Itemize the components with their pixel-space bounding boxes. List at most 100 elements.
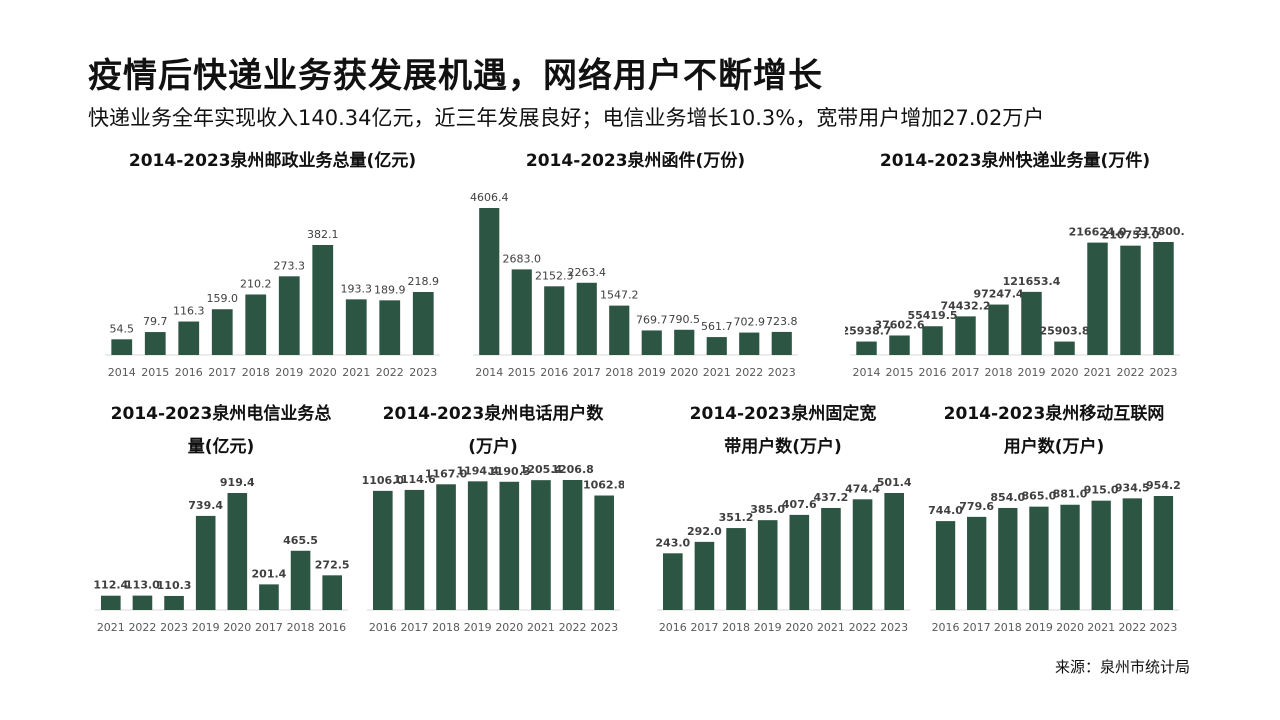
- x-tick-label: 2023: [160, 621, 188, 634]
- x-tick-label: 2021: [817, 621, 845, 634]
- x-tick-label: 2015: [141, 366, 169, 379]
- chart-title: 2014-2023泉州快递业务量(万件): [879, 151, 1151, 171]
- bar-value-label: 561.7: [701, 320, 733, 333]
- x-tick-label: 2023: [880, 621, 908, 634]
- bar: [856, 341, 877, 355]
- bar-value-label: 1206.8: [551, 463, 593, 476]
- x-tick-label: 2020: [670, 366, 698, 379]
- x-tick-label: 2023: [1149, 621, 1177, 634]
- x-tick-label: 2018: [985, 366, 1013, 379]
- x-tick-label: 2017: [963, 621, 991, 634]
- x-tick-label: 2016: [175, 366, 203, 379]
- bar: [1054, 341, 1075, 355]
- bar-value-label: 881.0: [1053, 488, 1088, 501]
- bar: [576, 282, 597, 355]
- bar-value-label: 1190.3: [488, 465, 530, 478]
- bar-value-label: 437.2: [814, 491, 849, 504]
- bar: [757, 520, 778, 610]
- bar-value-label: 1194.4: [456, 464, 499, 477]
- bar: [771, 331, 792, 355]
- x-tick-label: 2023: [409, 366, 437, 379]
- bar: [345, 299, 367, 355]
- chart-letters: 2014-2023泉州函件(万份) 4606.4 2014 2683.0 2015 21…: [468, 145, 803, 385]
- x-tick-label: 2021: [703, 366, 731, 379]
- bar: [922, 326, 943, 355]
- bar: [1087, 242, 1108, 355]
- x-tick-label: 2019: [192, 621, 220, 634]
- bar: [511, 269, 532, 355]
- bar-value-label: 273.3: [274, 259, 306, 272]
- x-tick-label: 2015: [886, 366, 914, 379]
- x-tick-label: 2014: [108, 366, 136, 379]
- bar-value-label: 465.5: [283, 534, 318, 547]
- bar: [641, 330, 662, 355]
- bar: [1029, 506, 1049, 610]
- chart-telephone-users: 2014-2023泉州电话用户数(万户) 1106.0 2016 1114.6 201…: [362, 398, 624, 643]
- x-tick-label: 2017: [400, 621, 428, 634]
- x-tick-label: 2015: [508, 366, 536, 379]
- bar-value-label: 351.2: [719, 511, 754, 524]
- x-tick-label: 2022: [735, 366, 763, 379]
- bar-value-label: 193.3: [341, 282, 373, 295]
- x-tick-label: 2016: [540, 366, 568, 379]
- x-tick-label: 2017: [952, 366, 980, 379]
- bar: [998, 507, 1018, 610]
- bar-chart-svg: 54.5201479.72015116.32016159.02017210.22…: [105, 228, 440, 379]
- x-tick-label: 2016: [659, 621, 687, 634]
- bar-value-label: 79.7: [143, 315, 168, 328]
- chart-title: 2014-2023泉州函件(万份): [525, 151, 746, 171]
- x-tick-label: 2017: [690, 621, 718, 634]
- bar-chart-svg: 744.0 2016 779.6 2017 854.0 2018 865.0 2019 881.…: [928, 479, 1181, 634]
- bar: [144, 332, 166, 355]
- bar: [195, 515, 216, 610]
- x-tick-label: 2017: [208, 366, 236, 379]
- bar-value-label: 723.8: [766, 315, 798, 328]
- source-note: 来源：泉州市统计局: [1054, 658, 1190, 676]
- bar-value-label: 210.2: [240, 277, 272, 290]
- bar-value-label: 121653.4: [1003, 275, 1061, 288]
- chart-title: 2014-2023泉州电信业务总量(亿元): [110, 404, 332, 457]
- bar: [132, 595, 153, 610]
- bar: [544, 286, 565, 355]
- x-tick-label: 2022: [376, 366, 404, 379]
- bar-value-label: 954.2: [1146, 479, 1181, 492]
- x-tick-label: 2014: [475, 366, 503, 379]
- bar-value-label: 216624.0: [1069, 226, 1127, 239]
- x-tick-label: 2023: [590, 621, 618, 634]
- bar-value-label: 854.0: [990, 491, 1025, 504]
- bar-value-label: 110.3: [157, 579, 192, 592]
- x-tick-label: 2020: [223, 621, 251, 634]
- bar: [1120, 245, 1141, 355]
- bar-value-label: 779.6: [959, 500, 994, 513]
- chart-telecom-volume: 2014-2023泉州电信业务总量(亿元) 112.4 2021 113.0 2022…: [90, 398, 352, 643]
- bar: [739, 332, 760, 355]
- x-tick-label: 2019: [1025, 621, 1053, 634]
- bar: [379, 300, 401, 355]
- bar: [955, 316, 976, 355]
- bar-value-label: 55419.5: [907, 309, 957, 322]
- bar-value-label: 919.4: [220, 476, 255, 489]
- bar: [562, 480, 583, 610]
- chart-mobile-internet-users: 2014-2023泉州移动互联网用户数(万户) 744.0 2016 779.6 20…: [925, 398, 1183, 643]
- bar-value-label: 97247.4: [973, 288, 1023, 301]
- x-tick-label: 2022: [559, 621, 587, 634]
- x-tick-label: 2023: [768, 366, 796, 379]
- bar: [531, 480, 551, 610]
- bar: [884, 493, 904, 610]
- x-tick-label: 2021: [527, 621, 555, 634]
- bar: [322, 575, 342, 610]
- bar: [663, 553, 683, 610]
- bar-value-label: 2683.0: [503, 252, 542, 265]
- chart-title: 2014-2023泉州移动互联网用户数(万户): [943, 404, 1165, 457]
- bar-value-label: 702.9: [734, 316, 766, 329]
- bar-value-label: 37602.6: [874, 318, 924, 331]
- bar: [1091, 500, 1111, 610]
- bar-value-label: 1106.0: [362, 474, 404, 487]
- bar-value-label: 769.7: [636, 313, 668, 326]
- x-tick-label: 2022: [849, 621, 877, 634]
- x-tick-label: 2018: [605, 366, 633, 379]
- bar: [852, 499, 873, 610]
- bar-value-label: 915.0: [1084, 484, 1119, 497]
- chart-express-volume: 2014-2023泉州快递业务量(万件) 25938.7 2014 37602.6 2…: [845, 145, 1185, 385]
- x-tick-label: 2014: [853, 366, 881, 379]
